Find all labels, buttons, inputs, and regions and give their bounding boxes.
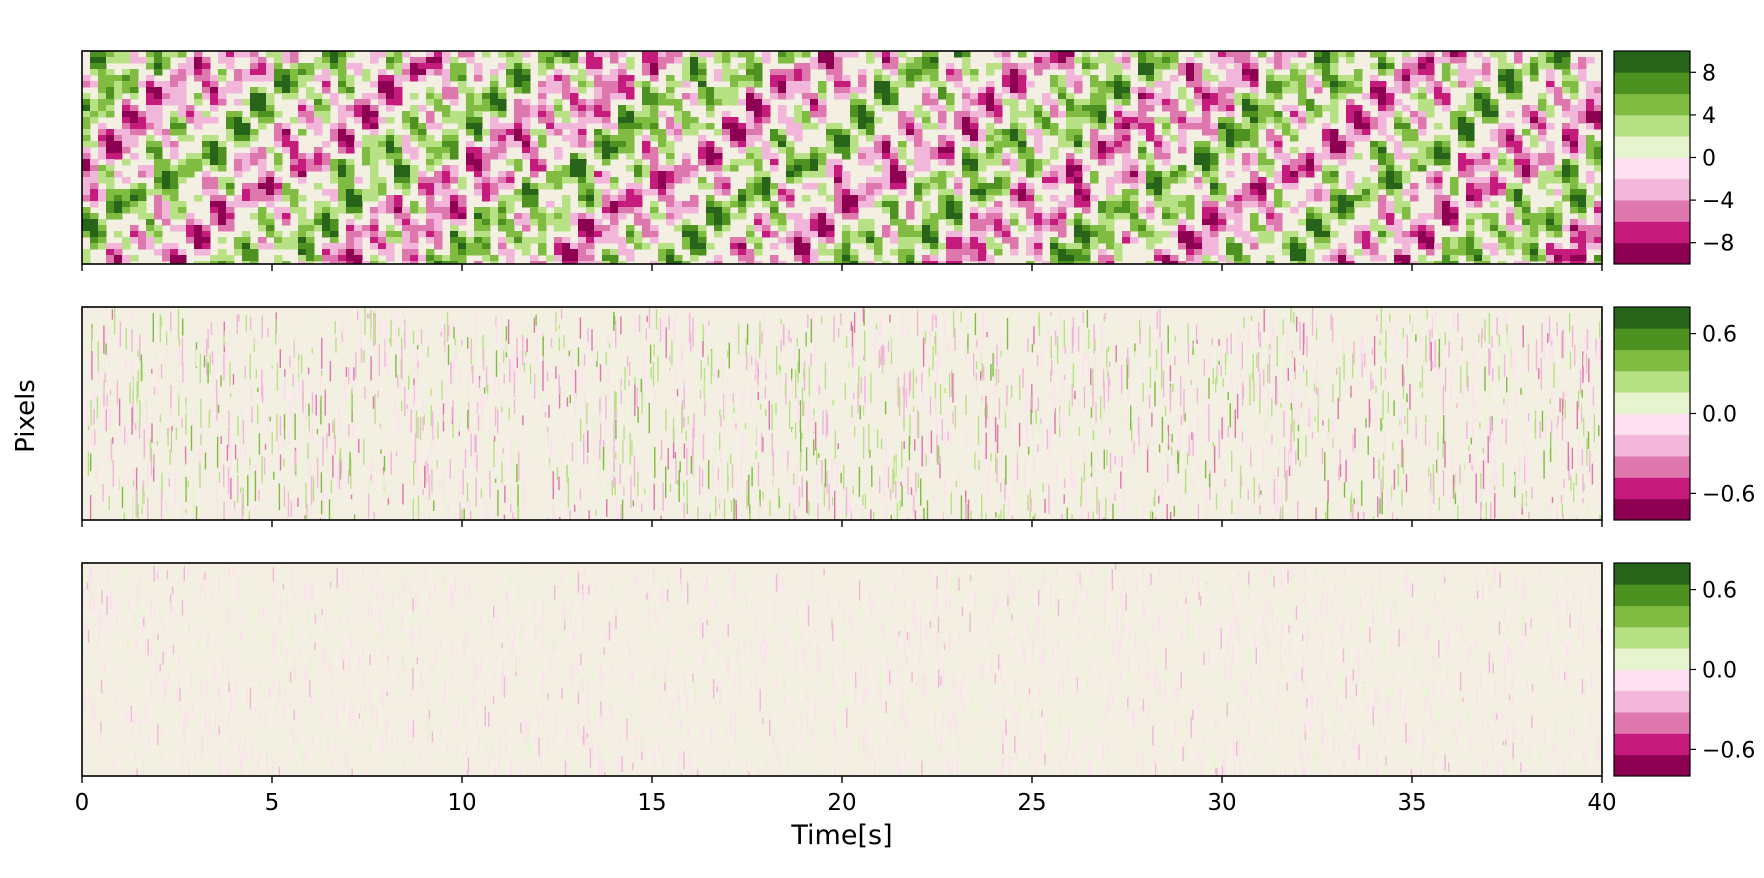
colorbar-level — [1614, 221, 1690, 244]
heatmap-field-top — [82, 51, 1602, 264]
colorbar-level — [1614, 136, 1690, 158]
colorbar-level — [1614, 178, 1690, 201]
colorbar-level — [1614, 605, 1690, 628]
colorbar-level — [1614, 712, 1690, 734]
colorbar-level — [1614, 754, 1690, 777]
colorbar-level — [1614, 563, 1690, 585]
colorbar-level — [1614, 114, 1690, 137]
colorbar-level — [1614, 72, 1690, 94]
x-tick-label: 5 — [265, 790, 280, 816]
colorbar-level — [1614, 413, 1690, 436]
colorbar-level — [1614, 349, 1690, 372]
x-tick-label: 40 — [1587, 790, 1616, 816]
colorbar-level — [1614, 157, 1690, 180]
colorbar-tick-label: 8 — [1702, 61, 1716, 86]
colorbar-tick-label: −8 — [1702, 232, 1734, 257]
colorbar-bottom: 0.6 0.0 −0.6 — [1613, 562, 1755, 777]
x-tick-label: 35 — [1397, 790, 1426, 816]
colorbar-tick-label: 0.6 — [1702, 579, 1737, 604]
x-tick-label: 30 — [1207, 790, 1236, 816]
colorbar-top: 8 4 0 −4 −8 — [1613, 50, 1734, 265]
colorbar-level — [1614, 733, 1690, 756]
heatmap-field-middle — [82, 307, 1602, 520]
x-tick-label: 20 — [827, 790, 856, 816]
heatmap-panel-middle: 0.6 0.0 −0.6 — [81, 306, 1755, 527]
colorbar-tick-label: 4 — [1702, 104, 1716, 129]
colorbar-level — [1614, 328, 1690, 350]
colorbar-tick-label: 0.0 — [1702, 403, 1737, 428]
colorbar-level — [1614, 242, 1690, 265]
colorbar-level — [1614, 370, 1690, 393]
colorbar-level — [1614, 690, 1690, 713]
x-axis-label: Time[s] — [790, 820, 892, 851]
colorbar-level — [1614, 392, 1690, 414]
colorbar-tick-label: 0 — [1702, 147, 1716, 172]
heatmap-field-bottom — [82, 563, 1602, 776]
heatmap-panel-bottom: 0 5 10 15 20 25 30 35 40 Time[s] 0.6 0.0 −0.6 — [75, 562, 1755, 851]
panels: 840−4−80.60.0−0.60 5 10 15 20 25 30 35 40Time[s]… — [75, 50, 1755, 851]
x-tick-label: 25 — [1017, 790, 1046, 816]
colorbar-level — [1614, 93, 1690, 116]
colorbar-level — [1614, 648, 1690, 670]
colorbar-level — [1614, 584, 1690, 606]
colorbar-level — [1614, 456, 1690, 478]
colorbar-level — [1614, 51, 1690, 73]
colorbar-level — [1614, 434, 1690, 457]
shared-y-axis-label: Pixels — [11, 379, 41, 453]
colorbar-level — [1614, 307, 1690, 329]
colorbar-tick-label: 0.0 — [1702, 659, 1737, 684]
colorbar-level — [1614, 626, 1690, 649]
colorbar-level — [1614, 200, 1690, 222]
colorbar-level — [1614, 498, 1690, 521]
colorbar-tick-label: −4 — [1702, 189, 1734, 214]
colorbar-middle: 0.6 0.0 −0.6 — [1613, 306, 1755, 521]
colorbar-tick-label: −0.6 — [1702, 482, 1755, 507]
colorbar-level — [1614, 669, 1690, 692]
x-tick-label: 15 — [637, 790, 666, 816]
x-tick-label: 10 — [447, 790, 476, 816]
colorbar-level — [1614, 477, 1690, 500]
colorbar-tick-label: 0.6 — [1702, 323, 1737, 348]
heatmap-panel-top: 8 4 0 −4 −8 — [81, 50, 1734, 271]
x-tick-label: 0 — [75, 790, 90, 816]
colorbar-tick-label: −0.6 — [1702, 738, 1755, 763]
